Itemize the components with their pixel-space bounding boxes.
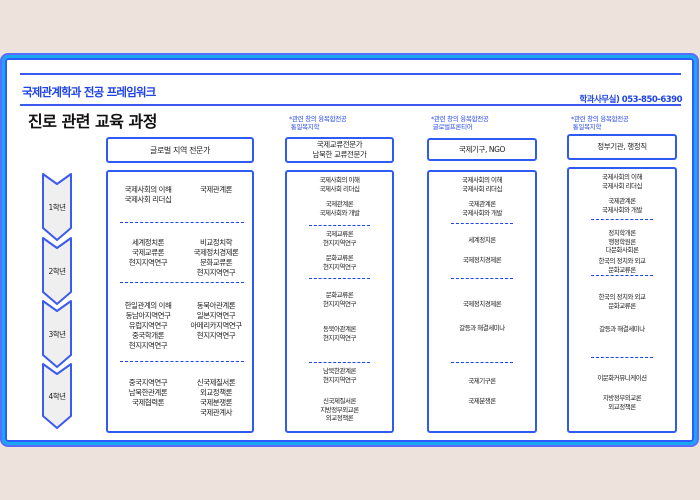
year-divider <box>120 361 244 362</box>
year-divider <box>120 282 244 283</box>
related-major-note: *관련 창의 융복합전공 글로벌프론티어 <box>431 115 489 131</box>
course-list: 이문화커뮤니케이션 <box>597 374 647 382</box>
year-divider <box>451 278 513 279</box>
divider <box>20 104 681 106</box>
course-list: 국제사회의 이해 국제사회 리더십 <box>462 176 502 193</box>
course-list: 국제관계론 국제사회와 개발 <box>462 200 502 217</box>
related-major-note: *관련 창의 융복합전공 통일복지학 <box>289 115 347 131</box>
column-header-label: 정부기관, 행정직 <box>597 142 647 151</box>
course-list: 문화교류론 현지지역연구 <box>323 254 356 271</box>
course-list: 남북한관계론 현지지역연구 <box>323 367 356 384</box>
course-list: 동북아관계론 일본지역연구 아메리카지역연구 현지지역연구 <box>190 301 242 340</box>
year-divider <box>591 357 653 358</box>
course-list: 한일관계의 이해 동남아지역연구 유럽지역연구 중국학개론 현지지역연구 <box>124 301 172 350</box>
course-list: 국제관계론 국제사회와 개발 <box>602 197 642 214</box>
year-label: 4학년 <box>48 392 66 401</box>
year-divider <box>591 219 653 220</box>
course-list: 중국지역연구 남북한관계론 국제협력론 <box>128 378 168 407</box>
course-list: 정치학개론 행정학원론 다문화사회론 <box>605 229 639 254</box>
course-list: 국제사회의 이해 국제사회 리더십 <box>319 176 360 193</box>
year-divider <box>309 225 370 226</box>
year-arrow-2: 2학년 <box>41 236 73 306</box>
year-divider <box>591 275 653 276</box>
year-arrow-4: 4학년 <box>41 362 73 432</box>
course-list: 국제정치경제론 <box>462 300 502 308</box>
office-phone: 학과사무실) 053-850-6390 <box>579 95 682 105</box>
course-list: 문화교류론 현지지역연구 <box>323 291 356 308</box>
course-list: 신국제질서론 외교정책론 국제분쟁론 국제관계사 <box>196 378 236 417</box>
course-list: 갈등과 해결세미나 <box>599 325 645 333</box>
course-list: 국제정치경제론 <box>462 256 502 264</box>
year-divider <box>120 222 244 223</box>
column-body-global-regional-expert: 국제사회의 이해 국제사회 리더십 국제관계론 세계정치론 국제교류론 현지지역… <box>106 170 254 433</box>
column-header-label: 국제기구, NGO <box>458 144 506 154</box>
course-list: 한국의 정치와 외교 문화교류론 <box>598 257 646 274</box>
column-header-international-org-ngo: 국제기구, NGO <box>427 138 537 161</box>
year-divider <box>309 362 370 363</box>
column-header-label: 글로벌 지역 전문가 <box>150 145 210 155</box>
year-divider <box>451 362 513 363</box>
year-label: 1학년 <box>48 203 66 212</box>
course-list: 동북아관계론 현지지역연구 <box>323 325 356 342</box>
year-arrow-3: 3학년 <box>41 299 73 369</box>
course-list: 갈등과 해결세미나 <box>459 324 505 332</box>
column-header-government-admin: 정부기관, 행정직 <box>567 134 677 160</box>
section-title: 진로 관련 교육 과정 <box>28 112 157 131</box>
column-header-global-regional-expert: 글로벌 지역 전문가 <box>106 137 254 163</box>
course-list: 국제분쟁론 <box>468 397 496 405</box>
page-title: 국제관계학과 전공 프레임워크 <box>22 85 156 99</box>
course-list: 세계정치론 <box>468 236 496 244</box>
year-divider <box>309 278 370 279</box>
course-list: 세계정치론 국제교류론 현지지역연구 <box>128 238 168 267</box>
related-major-note: *관련 창의 융복합전공 통일복지학 <box>571 115 629 131</box>
course-list: 국제교류론 현지지역연구 <box>323 230 356 247</box>
course-list: 국제기구론 <box>468 377 496 385</box>
year-divider <box>451 223 513 224</box>
course-list: 국제사회의 이해 국제사회 리더십 <box>602 173 642 190</box>
course-list: 국제관계론 국제사회와 개발 <box>319 200 360 217</box>
course-list: 국제사회의 이해 국제사회 리더십 <box>124 185 172 204</box>
column-header-label: 국제교류전문가 남북한 교류전문가 <box>312 140 367 159</box>
year-label: 2학년 <box>48 267 66 276</box>
year-arrow-1: 1학년 <box>41 172 73 242</box>
course-list: 한국의 정치와 외교 문화교류론 <box>598 293 646 310</box>
year-label: 3학년 <box>48 330 66 339</box>
course-list: 국제관계론 <box>200 185 233 194</box>
course-list: 비교정치학 국제정치경제론 문화교류론 현지지역연구 <box>193 238 239 277</box>
divider <box>20 73 681 75</box>
course-list: 신국제질서론 지방정부외교론 외교정책론 <box>320 397 359 422</box>
column-header-international-exchange-expert: 국제교류전문가 남북한 교류전문가 <box>285 137 394 163</box>
course-list: 지방정부외교론 외교정책론 <box>602 394 642 411</box>
